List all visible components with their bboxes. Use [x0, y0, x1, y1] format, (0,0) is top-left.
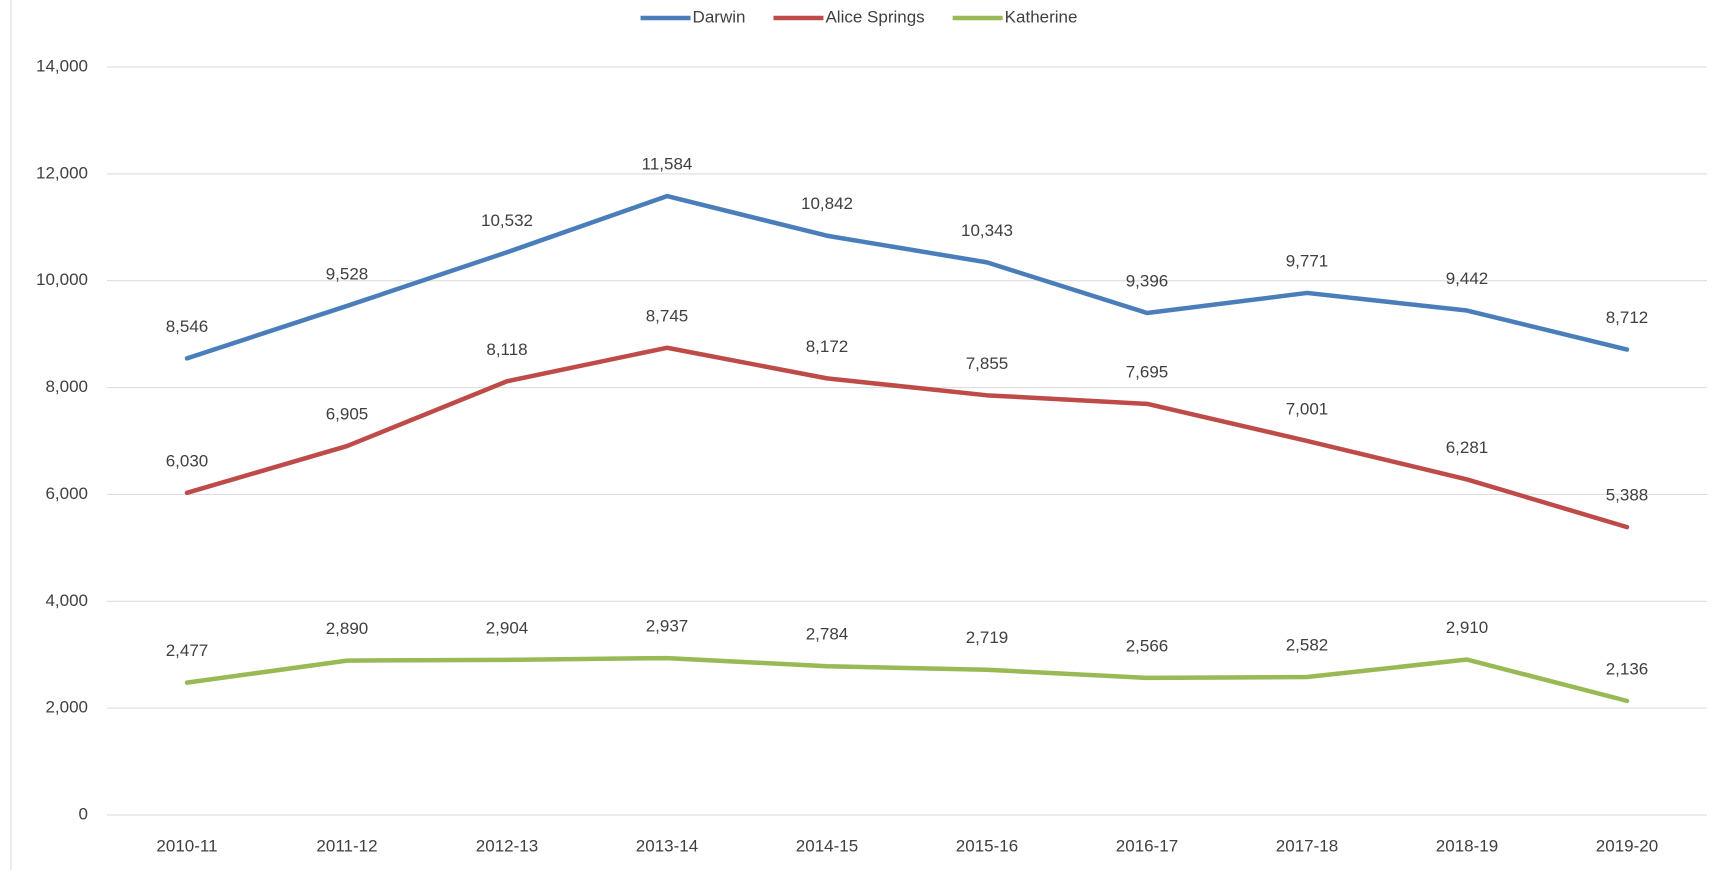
x-tick-label: 2013-14	[636, 836, 698, 855]
data-label: 2,784	[806, 625, 849, 644]
data-label: 2,477	[166, 641, 209, 660]
legend-label: Katherine	[1005, 7, 1078, 26]
legend: Darwin Alice Springs Katherine	[640, 7, 1078, 26]
data-label: 6,905	[326, 405, 369, 424]
x-tick-label: 2018-19	[1436, 836, 1498, 855]
data-label: 2,136	[1606, 659, 1649, 678]
data-label: 7,855	[966, 354, 1009, 373]
data-label: 6,281	[1446, 438, 1489, 457]
y-tick-label: 14,000	[36, 56, 88, 75]
data-label: 8,172	[806, 337, 849, 356]
data-label: 2,582	[1286, 636, 1329, 655]
data-label: 8,546	[166, 317, 209, 336]
legend-label: Darwin	[693, 7, 746, 26]
data-label: 2,566	[1126, 636, 1169, 655]
legend-label: Alice Springs	[825, 7, 924, 26]
data-label: 8,118	[486, 340, 527, 359]
data-label: 7,001	[1286, 399, 1329, 418]
data-label: 11,584	[642, 155, 693, 174]
x-tick-label: 2014-15	[796, 836, 858, 855]
y-tick-label: 10,000	[36, 270, 88, 289]
y-tick-label: 2,000	[45, 698, 88, 717]
y-tick-label: 12,000	[36, 163, 88, 182]
x-tick-label: 2012-13	[476, 836, 538, 855]
data-label: 2,890	[326, 619, 369, 638]
data-label: 10,532	[481, 211, 533, 230]
x-tick-label: 2010-11	[156, 836, 217, 855]
data-label: 5,388	[1606, 486, 1649, 505]
x-tick-label: 2019-20	[1596, 836, 1658, 855]
data-label: 8,712	[1606, 308, 1649, 327]
x-tick-label: 2015-16	[956, 836, 1018, 855]
series-line	[184, 655, 1630, 704]
y-tick-label: 6,000	[45, 484, 88, 503]
x-tick-label: 2017-18	[1276, 836, 1338, 855]
data-label: 2,937	[646, 617, 689, 636]
data-label: 2,904	[486, 618, 529, 637]
x-tick-label: 2016-17	[1116, 836, 1178, 855]
series-line	[184, 193, 1630, 361]
data-label: 8,745	[646, 306, 689, 325]
y-tick-label: 0	[79, 804, 88, 823]
data-label: 10,842	[801, 194, 853, 213]
data-label: 2,910	[1446, 618, 1489, 637]
x-tick-label: 2011-12	[316, 836, 377, 855]
data-label: 10,343	[961, 221, 1013, 240]
y-tick-label: 8,000	[45, 377, 88, 396]
data-label: 6,030	[166, 451, 209, 470]
data-label: 9,442	[1446, 269, 1489, 288]
data-label: 2,719	[966, 628, 1009, 647]
data-label: 9,771	[1286, 251, 1329, 270]
data-label: 7,695	[1126, 362, 1169, 381]
y-tick-label: 4,000	[45, 591, 88, 610]
data-label: 9,528	[326, 264, 369, 283]
series-line	[184, 345, 1630, 530]
data-label: 9,396	[1126, 271, 1169, 290]
